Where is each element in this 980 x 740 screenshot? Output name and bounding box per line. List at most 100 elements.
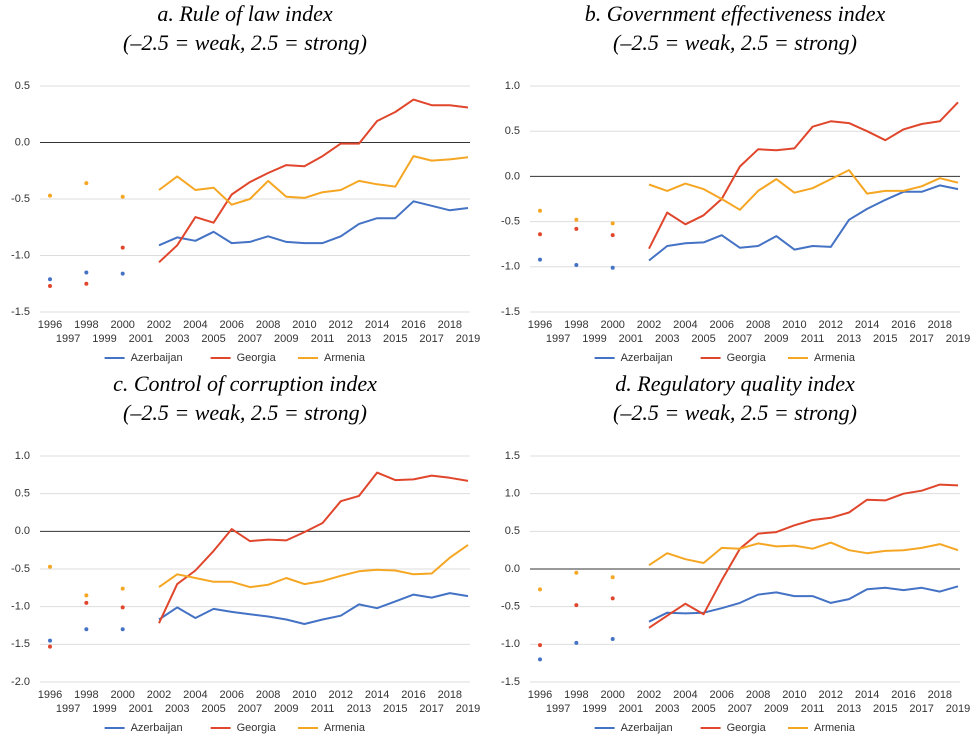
series-line	[648, 169, 959, 211]
y-tick-label: -1.5	[11, 638, 30, 650]
x-tick-label: 2016	[401, 319, 425, 331]
series-line	[648, 101, 959, 250]
data-point	[610, 265, 615, 270]
x-tick-label: 2004	[183, 319, 207, 331]
x-tick-label: 2001	[619, 703, 643, 715]
panel: a. Rule of law index (–2.5 = weak, 2.5 = …	[11, 1, 480, 364]
y-tick-label: 0.0	[505, 170, 520, 182]
data-point	[120, 271, 125, 276]
chart-title: c. Control of corruption index	[113, 371, 377, 396]
x-tick-label: 1997	[56, 703, 80, 715]
panel: b. Government effectiveness index (–2.5 =…	[501, 1, 970, 364]
x-tick-label: 2017	[909, 333, 933, 345]
data-point	[84, 281, 89, 286]
legend-label: Georgia	[727, 722, 767, 734]
data-point	[538, 257, 542, 262]
x-tick-label: 2005	[691, 703, 715, 715]
data-point	[120, 605, 125, 610]
data-point	[610, 221, 615, 226]
y-tick-label: 1.5	[505, 450, 520, 462]
series-line	[158, 200, 469, 247]
x-tick-label: 2006	[219, 689, 243, 701]
series-line	[648, 184, 959, 262]
data-point	[120, 245, 125, 250]
legend-label: Azerbaijan	[131, 722, 183, 734]
data-point	[538, 208, 542, 213]
y-tick-label: -0.5	[11, 193, 30, 205]
x-tick-label: 2006	[709, 689, 733, 701]
x-tick-label: 2009	[274, 333, 298, 345]
x-tick-label: 2012	[819, 689, 843, 701]
y-tick-label: 1.0	[505, 488, 520, 500]
data-point	[610, 596, 615, 601]
legend-label: Georgia	[727, 352, 767, 364]
x-tick-label: 2006	[219, 319, 243, 331]
x-tick-label: 2010	[292, 319, 316, 331]
x-tick-label: 2011	[801, 703, 825, 715]
y-tick-label: 0.0	[15, 136, 30, 148]
x-tick-label: 2000	[600, 689, 624, 701]
series-line	[648, 483, 959, 629]
x-tick-label: 1996	[528, 689, 552, 701]
x-tick-label: 2018	[438, 689, 462, 701]
x-tick-label: 2007	[728, 333, 752, 345]
data-point	[120, 627, 125, 632]
data-point	[48, 644, 52, 649]
x-tick-label: 2016	[891, 319, 915, 331]
x-tick-label: 1998	[564, 319, 588, 331]
x-tick-label: 1999	[92, 703, 116, 715]
data-point	[610, 575, 615, 580]
x-tick-label: 2001	[619, 333, 643, 345]
x-tick-label: 2008	[256, 319, 280, 331]
data-point	[574, 217, 579, 222]
legend-label: Armenia	[324, 352, 366, 364]
x-tick-label: 2019	[946, 333, 970, 345]
x-tick-label: 2005	[691, 333, 715, 345]
chart-subtitle: (–2.5 = weak, 2.5 = strong)	[123, 30, 367, 55]
data-point	[610, 233, 615, 238]
x-tick-label: 2004	[183, 689, 207, 701]
x-tick-label: 2010	[782, 319, 806, 331]
x-tick-label: 2017	[909, 703, 933, 715]
y-tick-label: -1.5	[501, 676, 520, 688]
x-tick-label: 2003	[165, 703, 189, 715]
panel: c. Control of corruption index (–2.5 = we…	[11, 371, 480, 734]
x-tick-label: 2019	[456, 703, 480, 715]
data-point	[84, 627, 89, 632]
y-tick-label: 0.5	[15, 488, 30, 500]
x-tick-label: 2011	[801, 333, 825, 345]
x-tick-label: 2012	[329, 689, 353, 701]
data-point	[48, 284, 52, 289]
y-tick-label: -0.5	[501, 216, 520, 228]
x-tick-label: 2002	[147, 689, 171, 701]
data-point	[538, 587, 542, 592]
x-tick-label: 2018	[928, 319, 952, 331]
x-tick-label: 2009	[764, 703, 788, 715]
series-line	[158, 592, 469, 625]
x-tick-label: 1998	[74, 689, 98, 701]
data-point	[84, 270, 89, 275]
legend-label: Azerbaijan	[621, 722, 673, 734]
data-point	[120, 194, 125, 199]
y-tick-label: -0.5	[11, 563, 30, 575]
chart-subtitle: (–2.5 = weak, 2.5 = strong)	[613, 400, 857, 425]
legend-label: Armenia	[814, 722, 856, 734]
x-tick-label: 2015	[873, 703, 897, 715]
x-tick-label: 2016	[401, 689, 425, 701]
data-point	[538, 232, 542, 237]
x-tick-label: 2001	[129, 703, 153, 715]
x-tick-label: 2013	[837, 703, 861, 715]
y-tick-label: -0.5	[501, 601, 520, 613]
x-tick-label: 2003	[655, 703, 679, 715]
x-tick-label: 2002	[147, 319, 171, 331]
x-tick-label: 1996	[38, 319, 62, 331]
x-tick-label: 2010	[292, 689, 316, 701]
y-tick-label: -1.5	[11, 306, 30, 318]
x-tick-label: 1999	[92, 333, 116, 345]
legend-label: Armenia	[324, 722, 366, 734]
data-point	[48, 277, 52, 282]
data-point	[574, 262, 579, 267]
x-tick-label: 2004	[673, 689, 697, 701]
y-tick-label: -1.5	[501, 306, 520, 318]
